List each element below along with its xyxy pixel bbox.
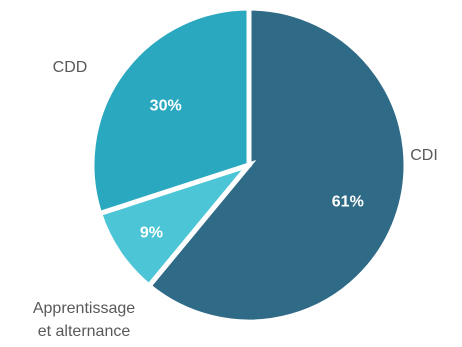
value-label-apprentissage: 9% [140, 224, 163, 241]
pie-slice-cdi [145, 5, 409, 325]
category-label-apprentissage-line2: et alternance [38, 323, 131, 340]
pie-slices [89, 5, 409, 325]
value-label-cdd: 30% [150, 98, 182, 115]
category-label-cdi: CDI [410, 147, 438, 164]
category-label-cdd: CDD [53, 59, 88, 76]
pie-slice-cdd [89, 5, 252, 217]
value-labels: 61% 9% 30% [140, 98, 364, 242]
category-label-apprentissage-line1: Apprentissage [33, 300, 135, 317]
value-label-cdi: 61% [332, 194, 364, 211]
